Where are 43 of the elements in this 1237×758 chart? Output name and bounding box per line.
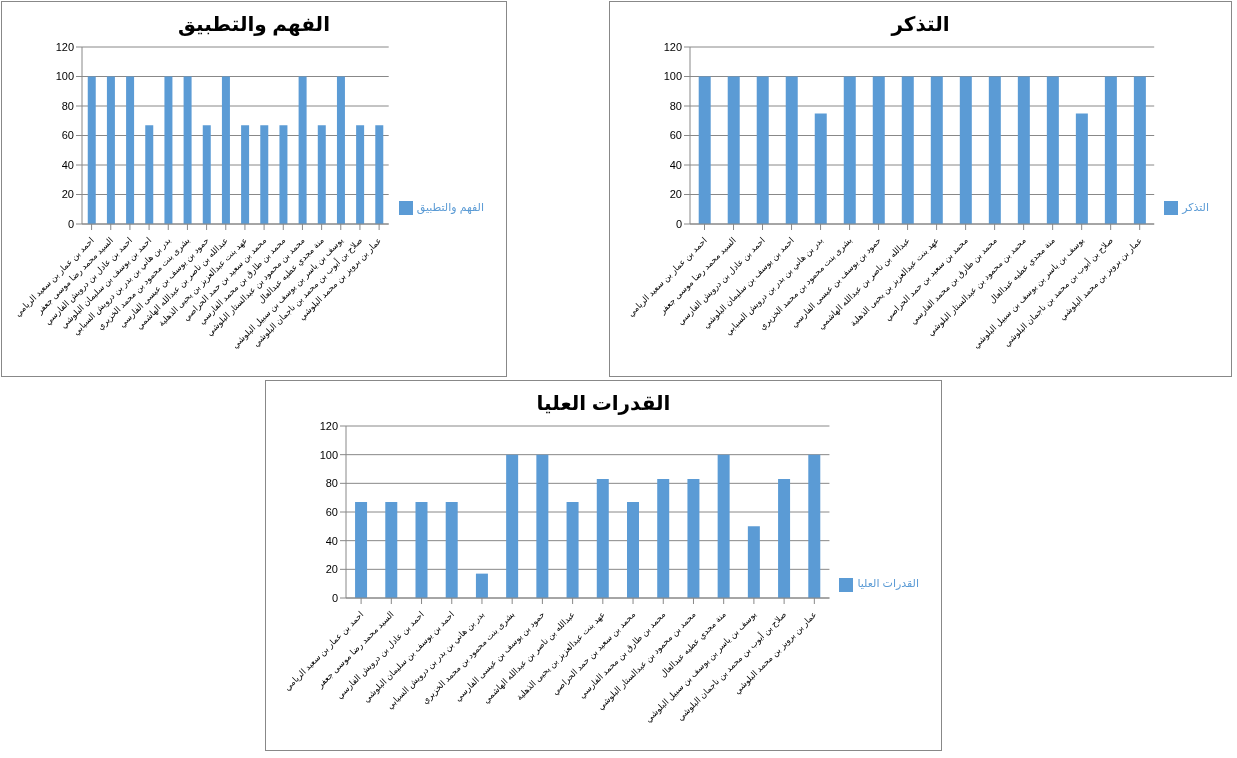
y-tick-label: 100 <box>319 448 338 461</box>
y-tick-label: 120 <box>55 40 74 53</box>
y-tick-label: 20 <box>325 563 338 576</box>
y-tick-label: 0 <box>331 591 338 604</box>
y-tick-label: 60 <box>61 129 74 142</box>
y-tick-label: 60 <box>669 129 682 142</box>
bar <box>717 454 730 598</box>
y-tick-label: 100 <box>663 70 682 83</box>
bar <box>596 479 609 598</box>
bar <box>778 479 791 598</box>
bar <box>657 479 670 598</box>
bar <box>506 454 519 598</box>
y-tick-label: 80 <box>61 99 74 112</box>
bar <box>445 501 458 598</box>
bar <box>475 573 488 598</box>
chart-title: الفهم والتطبيق <box>177 12 331 38</box>
bar <box>536 454 549 598</box>
y-tick-label: 80 <box>669 99 682 112</box>
bar <box>566 501 579 598</box>
y-tick-label: 120 <box>663 40 682 53</box>
legend-label: الفهم والتطبيق <box>416 200 484 213</box>
bar <box>415 501 428 598</box>
y-tick-label: 0 <box>67 217 74 230</box>
y-tick-label: 100 <box>55 70 74 83</box>
chart-title: التذكر <box>889 12 951 38</box>
chart-title: القدرات العليا <box>535 391 672 417</box>
bar <box>808 454 821 598</box>
legend-label: التذكر <box>1182 200 1209 213</box>
bar <box>687 479 700 598</box>
y-tick-label: 0 <box>675 217 682 230</box>
y-tick-label: 40 <box>325 534 338 547</box>
y-tick-label: 40 <box>669 158 682 171</box>
y-tick-label: 120 <box>319 419 338 432</box>
legend-label: القدرات العليا <box>857 577 919 590</box>
y-tick-label: 60 <box>325 505 338 518</box>
y-tick-label: 20 <box>669 188 682 201</box>
y-tick-label: 40 <box>61 158 74 171</box>
bar <box>385 501 398 598</box>
y-tick-label: 20 <box>61 188 74 201</box>
y-tick-label: 80 <box>325 477 338 490</box>
bar <box>627 501 639 598</box>
bar <box>355 501 368 598</box>
bar <box>747 526 760 598</box>
